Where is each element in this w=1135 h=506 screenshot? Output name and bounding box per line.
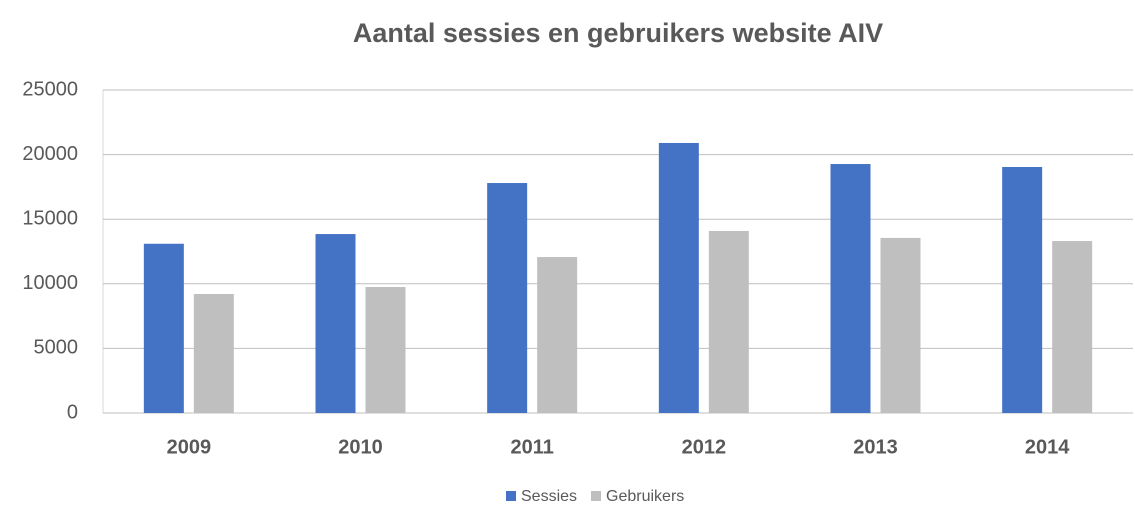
legend-label: Sessies <box>521 488 577 505</box>
x-tick-label: 2009 <box>167 436 212 458</box>
chart-title: Aantal sessies en gebruikers website AIV <box>353 18 883 48</box>
x-tick-label: 2012 <box>682 436 727 458</box>
y-tick-label: 20000 <box>22 143 78 165</box>
bar <box>880 237 921 413</box>
bar <box>315 234 356 413</box>
bar <box>658 142 699 414</box>
bar <box>537 257 578 413</box>
y-tick-label: 15000 <box>22 207 78 229</box>
legend-swatch <box>506 491 516 501</box>
bar <box>193 294 234 413</box>
legend-label: Gebruikers <box>606 488 684 505</box>
x-tick-label: 2011 <box>510 436 553 458</box>
bar <box>365 287 406 413</box>
y-tick-label: 5000 <box>34 337 79 359</box>
x-tick-label: 2010 <box>338 436 383 458</box>
bar <box>487 183 528 413</box>
bar <box>1002 167 1043 413</box>
legend-swatch <box>591 491 602 501</box>
bar <box>830 164 871 413</box>
x-tick-label: 2014 <box>1025 436 1070 458</box>
x-tick-label: 2013 <box>853 436 898 458</box>
bar <box>708 230 749 413</box>
bar <box>1052 241 1093 413</box>
y-tick-label: 0 <box>67 401 78 423</box>
y-tick-label: 25000 <box>22 78 78 100</box>
y-tick-label: 10000 <box>22 272 78 294</box>
bar <box>143 243 184 413</box>
